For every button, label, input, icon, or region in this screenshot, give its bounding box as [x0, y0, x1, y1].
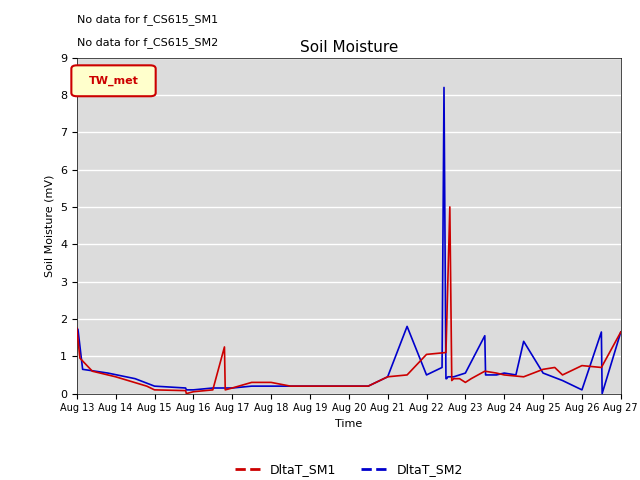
DltaT_SM1: [221, 387, 229, 393]
DltaT_SM2: [131, 376, 139, 382]
DltaT_SM1: [448, 378, 456, 384]
DltaT_SM2: [438, 365, 446, 371]
DltaT_SM1: [228, 385, 236, 391]
DltaT_SM1: [182, 391, 190, 396]
DltaT_SM2: [512, 372, 520, 378]
DltaT_SM1: [268, 380, 275, 385]
DltaT_SM1: [88, 368, 96, 374]
DltaT_SM1: [598, 365, 605, 371]
DltaT_SM2: [104, 370, 112, 376]
DltaT_SM1: [422, 351, 430, 357]
DltaT_SM1: [481, 368, 489, 374]
DltaT_SM2: [559, 378, 566, 384]
FancyBboxPatch shape: [72, 65, 156, 96]
Text: No data for f_CS615_SM1: No data for f_CS615_SM1: [77, 14, 218, 25]
DltaT_SM1: [248, 380, 255, 385]
DltaT_SM1: [500, 372, 508, 378]
DltaT_SM2: [306, 383, 314, 389]
DltaT_SM1: [461, 380, 469, 385]
DltaT_SM2: [443, 376, 451, 382]
Text: TW_met: TW_met: [89, 75, 139, 85]
DltaT_SM2: [403, 324, 411, 329]
Y-axis label: Soil Moisture (mV): Soil Moisture (mV): [44, 174, 54, 277]
DltaT_SM1: [446, 204, 454, 210]
DltaT_SM2: [598, 391, 606, 396]
DltaT_SM1: [403, 372, 411, 378]
DltaT_SM2: [74, 326, 82, 332]
DltaT_SM2: [384, 374, 392, 380]
Line: DltaT_SM2: DltaT_SM2: [77, 87, 621, 394]
DltaT_SM2: [79, 366, 86, 372]
DltaT_SM1: [306, 383, 314, 389]
DltaT_SM1: [189, 389, 197, 395]
DltaT_SM2: [461, 370, 469, 376]
DltaT_SM2: [442, 376, 450, 382]
DltaT_SM1: [182, 388, 189, 394]
DltaT_SM2: [482, 372, 490, 378]
DltaT_SM1: [540, 366, 547, 372]
DltaT_SM2: [182, 387, 190, 393]
DltaT_SM1: [617, 329, 625, 335]
DltaT_SM2: [364, 383, 372, 389]
DltaT_SM1: [551, 365, 559, 371]
DltaT_SM2: [617, 329, 625, 335]
Text: No data for f_CS615_SM2: No data for f_CS615_SM2: [77, 37, 218, 48]
DltaT_SM1: [442, 349, 450, 355]
DltaT_SM2: [500, 370, 508, 376]
DltaT_SM2: [345, 383, 353, 389]
DltaT_SM1: [467, 376, 475, 382]
DltaT_SM2: [326, 383, 333, 389]
DltaT_SM1: [493, 370, 500, 376]
DltaT_SM2: [287, 383, 294, 389]
DltaT_SM1: [209, 387, 216, 393]
DltaT_SM2: [268, 383, 275, 389]
DltaT_SM2: [228, 385, 236, 391]
DltaT_SM2: [73, 325, 81, 331]
DltaT_SM1: [73, 325, 81, 331]
DltaT_SM1: [326, 383, 333, 389]
Legend: DltaT_SM1, DltaT_SM2: DltaT_SM1, DltaT_SM2: [230, 458, 468, 480]
DltaT_SM2: [520, 338, 527, 344]
DltaT_SM1: [112, 374, 120, 380]
DltaT_SM2: [182, 385, 189, 391]
DltaT_SM2: [598, 329, 605, 335]
DltaT_SM2: [444, 374, 452, 380]
X-axis label: Time: Time: [335, 419, 362, 429]
DltaT_SM1: [520, 374, 527, 380]
DltaT_SM1: [143, 383, 150, 389]
DltaT_SM1: [76, 355, 84, 361]
DltaT_SM1: [287, 383, 294, 389]
DltaT_SM1: [384, 374, 392, 380]
DltaT_SM2: [578, 387, 586, 393]
DltaT_SM2: [150, 383, 158, 389]
DltaT_SM1: [450, 376, 458, 382]
DltaT_SM1: [559, 372, 566, 378]
DltaT_SM2: [450, 374, 458, 380]
DltaT_SM2: [493, 372, 500, 378]
DltaT_SM1: [345, 383, 353, 389]
DltaT_SM2: [456, 372, 463, 378]
DltaT_SM1: [578, 363, 586, 369]
DltaT_SM2: [440, 84, 448, 90]
DltaT_SM2: [248, 383, 255, 389]
DltaT_SM2: [189, 387, 197, 393]
Title: Soil Moisture: Soil Moisture: [300, 40, 398, 55]
DltaT_SM2: [209, 385, 216, 391]
DltaT_SM2: [422, 372, 430, 378]
DltaT_SM2: [540, 370, 547, 376]
DltaT_SM1: [221, 344, 228, 350]
DltaT_SM1: [456, 376, 463, 382]
Line: DltaT_SM1: DltaT_SM1: [77, 207, 621, 394]
DltaT_SM2: [481, 333, 489, 338]
DltaT_SM1: [150, 387, 158, 393]
DltaT_SM1: [364, 383, 372, 389]
